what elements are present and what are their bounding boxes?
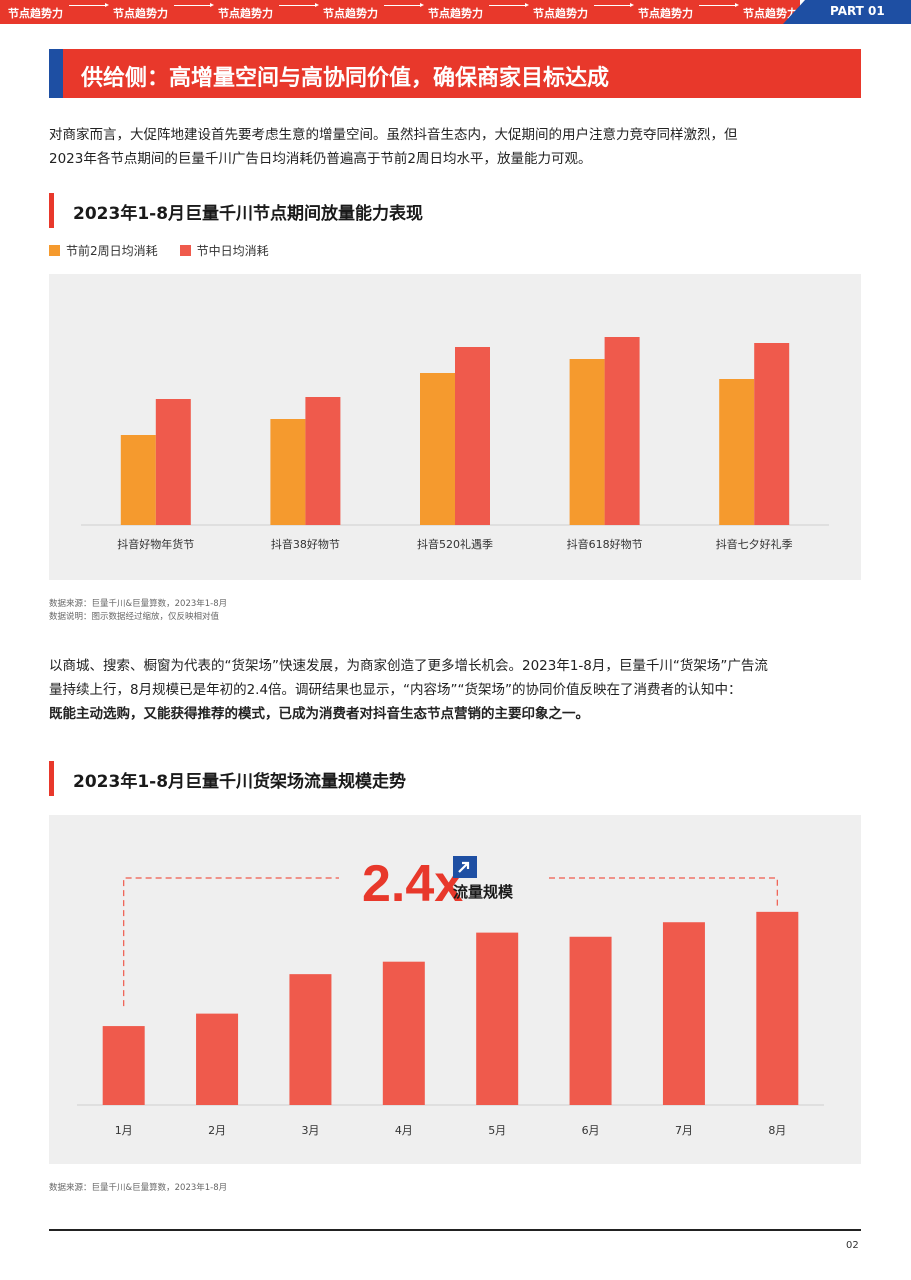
- ticker-arrow-icon: [594, 3, 634, 7]
- chart2-title: 2023年1-8月巨量千川货架场流量规模走势: [73, 772, 407, 792]
- chart2-heading-bar: [49, 761, 54, 796]
- footer-divider: [49, 1229, 861, 1231]
- ticker-item: 节点趋势力: [218, 7, 273, 20]
- top-banner-blue: [783, 0, 911, 24]
- chart2-category-label: 7月: [675, 1124, 693, 1137]
- chart1-category-label: 抖音520礼遇季: [417, 537, 493, 551]
- chart1-note-line: 数据说明：图示数据经过缩放，仅反映相对值: [49, 612, 220, 622]
- chart1-title: 2023年1-8月巨量千川节点期间放量能力表现: [73, 204, 424, 224]
- legend-item-pre: 节前2周日均消耗: [49, 242, 158, 259]
- part-label: PART 01: [830, 4, 885, 18]
- ticker-item: 节点趋势力: [323, 7, 378, 20]
- chart2-callout-label: 流量规模: [453, 883, 514, 901]
- chart2-category-label: 1月: [115, 1124, 133, 1137]
- ticker-arrow-icon: [384, 3, 424, 7]
- ticker-item: 节点趋势力: [533, 7, 588, 20]
- chart1-category-label: 抖音七夕好礼季: [716, 537, 793, 551]
- ticker-arrow-icon: [69, 3, 109, 7]
- chart2-bar: [382, 961, 425, 1105]
- chart2-area: 1月 2月 3月 4月 5月 6月 7月 8月 2.4x 流量规模: [49, 815, 861, 1164]
- page-number: 02: [846, 1240, 859, 1251]
- chart1-heading-bar: [49, 193, 54, 228]
- section-banner: 供给侧：高增量空间与高协同价值，确保商家目标达成: [49, 49, 861, 98]
- chart2-bar: [756, 911, 799, 1105]
- ticker: 节点趋势力 节点趋势力 节点趋势力 节点趋势力 节点趋势力 节点趋势力 节点趋势力 节点趋势力: [8, 3, 798, 21]
- chart1-bar: [305, 397, 341, 525]
- chart1-bar: [604, 337, 640, 525]
- chart1-source: 数据来源：巨量千川&巨量算数，2023年1-8月 数据说明：图示数据经过缩放，仅…: [49, 598, 227, 624]
- para2-line-1: 以商城、搜索、橱窗为代表的“货架场”快速发展，为商家创造了更多增长机会。2023…: [49, 658, 768, 674]
- ticker-arrow-icon: [174, 3, 214, 7]
- section-banner-accent: [49, 49, 63, 98]
- chart2-category-label: 2月: [208, 1124, 226, 1137]
- chart1-svg: 抖音好物年货节 抖音38好物节 抖音520礼遇季 抖音618好物节 抖音七夕好礼季: [81, 337, 829, 551]
- chart2-bar: [662, 922, 705, 1105]
- chart2-callout-line-left: [123, 877, 339, 1007]
- legend-swatch-red: [179, 245, 191, 256]
- intro-line-1: 对商家而言，大促阵地建设首先要考虑生意的增量空间。虽然抖音生态内，大促期间的用户…: [49, 127, 738, 143]
- intro-paragraph: 对商家而言，大促阵地建设首先要考虑生意的增量空间。虽然抖音生态内，大促期间的用户…: [49, 123, 864, 171]
- legend-label-during: 节中日均消耗: [196, 244, 269, 258]
- chart1-bar: [270, 419, 306, 525]
- intro-line-2: 2023年各节点期间的巨量千川广告日均消耗仍普遍高于节前2周日均水平，放量能力可…: [49, 151, 592, 167]
- chart2-source: 数据来源：巨量千川&巨量算数，2023年1-8月: [49, 1183, 228, 1193]
- chart1-bar: [120, 435, 156, 525]
- legend-label-pre: 节前2周日均消耗: [66, 244, 158, 258]
- chart2-callout-line-right: [549, 877, 778, 908]
- chart1-category-label: 抖音38好物节: [271, 537, 340, 551]
- chart2-bar: [289, 974, 332, 1105]
- arrow-up-icon: [458, 861, 470, 873]
- chart2-bar: [102, 1026, 145, 1105]
- chart2-bar: [569, 936, 612, 1105]
- chart2-category-label: 5月: [488, 1124, 506, 1137]
- legend-swatch-orange: [49, 245, 60, 256]
- chart1-source-line: 数据来源：巨量千川&巨量算数，2023年1-8月: [49, 599, 228, 609]
- chart1-bar: [420, 373, 455, 525]
- ticker-arrow-icon: [699, 3, 739, 7]
- ticker-item: 节点趋势力: [428, 7, 483, 20]
- chart1-bar: [719, 379, 755, 525]
- chart2-bar: [476, 932, 519, 1105]
- chart1-category-label: 抖音好物年货节: [117, 537, 194, 551]
- ticker-item: 节点趋势力: [8, 7, 63, 20]
- ticker-item: 节点趋势力: [113, 7, 168, 20]
- chart2-callout-value: 2.4x: [362, 855, 463, 913]
- paragraph-2: 以商城、搜索、橱窗为代表的“货架场”快速发展，为商家创造了更多增长机会。2023…: [49, 654, 864, 726]
- chart2-category-label: 8月: [768, 1124, 786, 1137]
- ticker-arrow-icon: [489, 3, 529, 7]
- chart1-category-label: 抖音618好物节: [567, 537, 643, 551]
- chart1-legend: 节前2周日均消耗 节中日均消耗: [49, 242, 269, 259]
- chart2-category-label: 4月: [395, 1124, 413, 1137]
- chart1-area: 抖音好物年货节 抖音38好物节 抖音520礼遇季 抖音618好物节 抖音七夕好礼季: [49, 274, 861, 580]
- chart1-bar: [569, 359, 605, 525]
- chart1-bar: [455, 347, 490, 525]
- top-banner-red: [0, 0, 800, 24]
- ticker-item: 节点趋势力: [743, 7, 798, 20]
- chart2-category-label: 3月: [301, 1124, 319, 1137]
- para2-line-3: 既能主动选购，又能获得推荐的模式，已成为消费者对抖音生态节点营销的主要印象之一。: [49, 706, 589, 722]
- para2-line-2: 量持续上行，8月规模已是年初的2.4倍。调研结果也显示，“内容场”“货架场”的协…: [49, 682, 742, 698]
- legend-item-during: 节中日均消耗: [179, 242, 269, 259]
- chart1-bar: [754, 343, 790, 525]
- section-title: 供给侧：高增量空间与高协同价值，确保商家目标达成: [81, 66, 610, 91]
- chart2-bar: [196, 1013, 239, 1105]
- ticker-item: 节点趋势力: [638, 7, 693, 20]
- chart2-category-label: 6月: [582, 1124, 600, 1137]
- top-banner: 节点趋势力 节点趋势力 节点趋势力 节点趋势力 节点趋势力 节点趋势力 节点趋势力 节点趋势力…: [0, 0, 911, 24]
- ticker-arrow-icon: [279, 3, 319, 7]
- chart1-bar: [155, 399, 191, 525]
